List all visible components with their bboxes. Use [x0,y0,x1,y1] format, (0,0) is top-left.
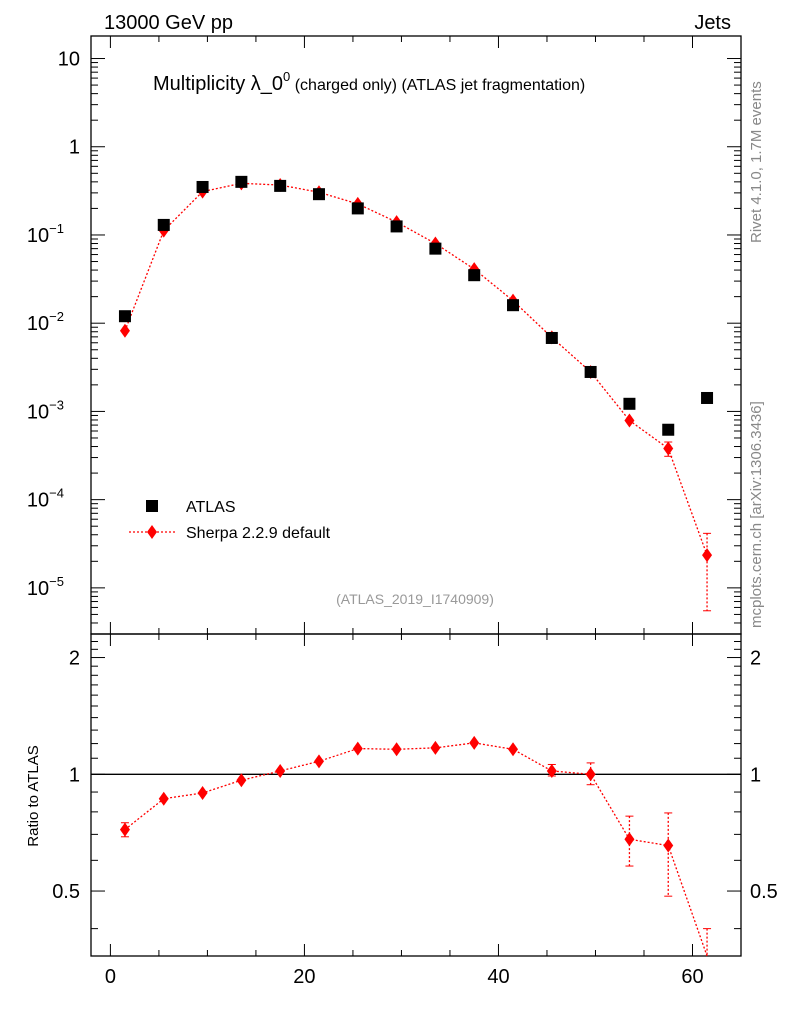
ratio-point [197,785,208,800]
atlas-series [118,175,714,436]
ratio-point [624,832,635,847]
y-tick-label: 10−5 [27,574,64,600]
ratio-y-tick-label: 1 [69,764,80,786]
atlas-point [507,299,520,312]
plot-title: Multiplicity λ_00 (charged only) (ATLAS … [153,69,585,95]
x-tick-label: 60 [681,966,703,988]
sherpa-series [119,176,713,612]
x-tick-label: 20 [293,966,315,988]
atlas-point [196,180,209,193]
legend-sherpa-marker [147,525,157,539]
y-tick-label: 10 [58,49,80,71]
main-panel-frame [90,35,742,635]
ratio-point [352,741,363,756]
legend-sherpa-label: Sherpa 2.2.9 default [186,525,331,542]
ratio-point [275,763,286,778]
ratio-point [119,822,130,837]
ratio-series [119,735,712,957]
ratio-panel-frame [90,633,742,957]
sherpa-point [663,441,674,456]
ratio-y-tick-label-right: 2 [750,648,761,670]
atlas-point [545,331,558,344]
ratio-point [508,742,519,757]
legend-atlas-label: ATLAS [186,499,236,516]
y-tick-label: 10−3 [27,397,64,423]
sherpa-point [624,413,635,428]
atlas-point [701,391,714,404]
ratio-axis-ticks: 0 20 40 60 0.5 0.5 1 1 2 2 [52,640,778,988]
ratio-axis-label: Ratio to ATLAS [25,745,42,846]
energy-label: 13000 GeV pp [104,12,233,34]
ratio-y-tick-label: 0.5 [52,881,80,903]
ratio-point [313,754,324,769]
ratio-point [236,773,247,788]
mcplots-label: mcplots.cern.ch [arXiv:1306.3436] [748,401,765,628]
y-tick-label: 10−1 [27,221,64,247]
analysis-id: (ATLAS_2019_I1740909) [336,591,494,607]
ratio-y-tick-label-right: 0.5 [750,881,778,903]
ratio-y-tick-label-right: 1 [750,764,761,786]
atlas-point [662,423,675,436]
atlas-point [623,397,636,410]
atlas-point [274,179,287,192]
ratio-point [158,791,169,806]
legend: ATLAS Sherpa 2.2.9 default [129,499,331,542]
y-tick-label: 1 [69,137,80,159]
main-axis-ticks: 10 1 10−1 10−2 10−3 10−4 10−5 [27,36,742,956]
y-tick-label: 10−2 [27,309,64,335]
atlas-point [468,269,481,282]
sherpa-point [119,323,130,338]
ratio-point [469,735,480,750]
sherpa-line [124,182,708,556]
atlas-point [312,188,325,201]
atlas-point [584,365,597,378]
x-tick-label: 40 [487,966,509,988]
atlas-point [390,220,403,233]
y-tick-label: 10−4 [27,486,64,512]
atlas-point [351,202,364,215]
atlas-point [235,175,248,188]
ratio-point [391,742,402,757]
ratio-line [124,742,708,957]
atlas-point [429,242,442,255]
ratio-point [663,838,674,853]
ratio-point [585,767,596,782]
ratio-point [430,740,441,755]
ratio-point [546,763,557,778]
ratio-y-tick-label: 2 [69,648,80,670]
sherpa-point [702,548,713,563]
atlas-point [118,310,131,323]
process-label: Jets [694,12,731,34]
x-tick-label: 0 [105,966,116,988]
atlas-point [157,218,170,231]
legend-atlas-marker [146,500,158,512]
rivet-label: Rivet 4.1.0, 1.7M events [748,81,765,243]
